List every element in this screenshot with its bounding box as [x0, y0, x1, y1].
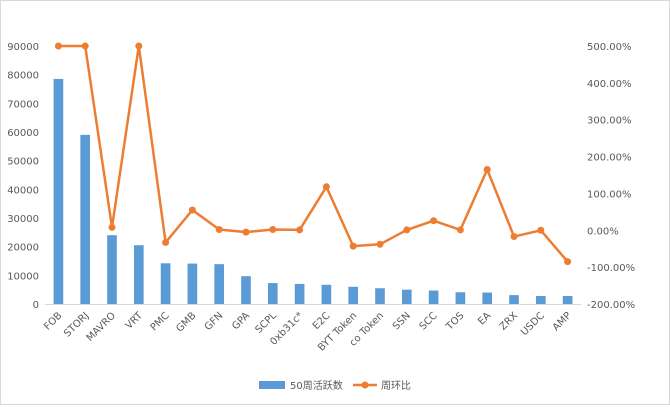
- x-tick-label: GFN: [203, 310, 226, 333]
- x-tick-label: E2C: [311, 310, 333, 332]
- line-point: [430, 217, 438, 225]
- line-point: [81, 42, 89, 50]
- y-right-tick-label: 400.00%: [587, 79, 632, 90]
- x-tick-label: TOS: [444, 310, 467, 333]
- bar: [133, 245, 144, 304]
- bar: [80, 134, 91, 304]
- x-tick-label: FOB: [42, 310, 64, 332]
- y-left-tick-label: 60000: [7, 128, 39, 139]
- bar: [401, 289, 412, 304]
- y-left-tick-label: 30000: [7, 214, 39, 225]
- legend-line-marker: [361, 381, 369, 389]
- x-tick-label: USDC: [519, 310, 547, 338]
- line-series-path: [58, 44, 569, 263]
- bar: [241, 276, 251, 304]
- bar: [214, 264, 225, 304]
- bar: [509, 295, 519, 304]
- y-right-tick-label: -100.00%: [587, 263, 635, 274]
- line-point: [269, 226, 277, 234]
- x-tick-label: EA: [476, 310, 493, 327]
- line-point: [188, 206, 196, 214]
- y-left-tick-label: 0: [33, 300, 39, 311]
- x-tick-label: MAVRO: [85, 310, 119, 344]
- bar: [321, 284, 332, 304]
- line-point: [296, 226, 304, 234]
- x-tick-label: GMB: [174, 310, 198, 334]
- x-tick-label: PMC: [149, 310, 172, 333]
- bar: [428, 290, 439, 304]
- bar: [160, 263, 171, 304]
- x-tick-label: ZRX: [498, 310, 520, 332]
- x-tick-label: VRT: [124, 310, 146, 332]
- line-point: [242, 228, 250, 236]
- line-point: [135, 42, 143, 50]
- legend-bar-swatch: [259, 381, 285, 389]
- y-right-tick-label: 100.00%: [587, 189, 632, 200]
- line-point: [564, 258, 572, 266]
- y-left-tick-label: 50000: [7, 157, 39, 168]
- y-left-tick-label: 40000: [7, 185, 39, 196]
- y-right-tick-label: 200.00%: [587, 153, 632, 164]
- line-point: [376, 240, 384, 248]
- line-point: [483, 165, 491, 173]
- line-point: [162, 238, 170, 246]
- bar: [53, 78, 64, 304]
- bar: [187, 263, 198, 304]
- legend-bar-label: 50周活跃数: [290, 379, 343, 392]
- x-tick-label: GPA: [230, 310, 252, 332]
- line-point: [215, 226, 223, 234]
- bar: [455, 292, 466, 304]
- y-left-tick-label: 80000: [7, 71, 39, 82]
- line-point: [54, 42, 62, 50]
- bar: [107, 235, 117, 304]
- line-point: [349, 242, 357, 250]
- line-point: [456, 226, 464, 234]
- x-tick-label: SCC: [418, 310, 440, 332]
- bar: [562, 295, 573, 304]
- y-left-tick-label: 20000: [7, 243, 39, 254]
- x-tick-label: AMP: [551, 310, 574, 333]
- line-point: [510, 233, 518, 241]
- legend-line-label: 周环比: [381, 380, 411, 392]
- y-right-tick-label: 500.00%: [587, 42, 632, 53]
- x-tick-label: SSN: [391, 310, 413, 332]
- bar: [294, 283, 305, 304]
- y-right-tick-label: 0.00%: [587, 226, 619, 237]
- line-point: [537, 226, 545, 234]
- bar: [482, 292, 493, 304]
- bar: [375, 288, 385, 304]
- y-right-tick-label: -200.00%: [587, 300, 635, 311]
- bar: [535, 295, 546, 304]
- bar: [267, 283, 278, 304]
- y-left-tick-label: 90000: [7, 42, 39, 53]
- y-left-tick-label: 10000: [7, 271, 39, 282]
- y-right-tick-label: 300.00%: [587, 116, 632, 127]
- line-point: [108, 223, 116, 231]
- line-point: [403, 226, 411, 234]
- y-left-tick-label: 70000: [7, 99, 39, 110]
- line-point: [322, 183, 330, 191]
- bar: [348, 286, 359, 304]
